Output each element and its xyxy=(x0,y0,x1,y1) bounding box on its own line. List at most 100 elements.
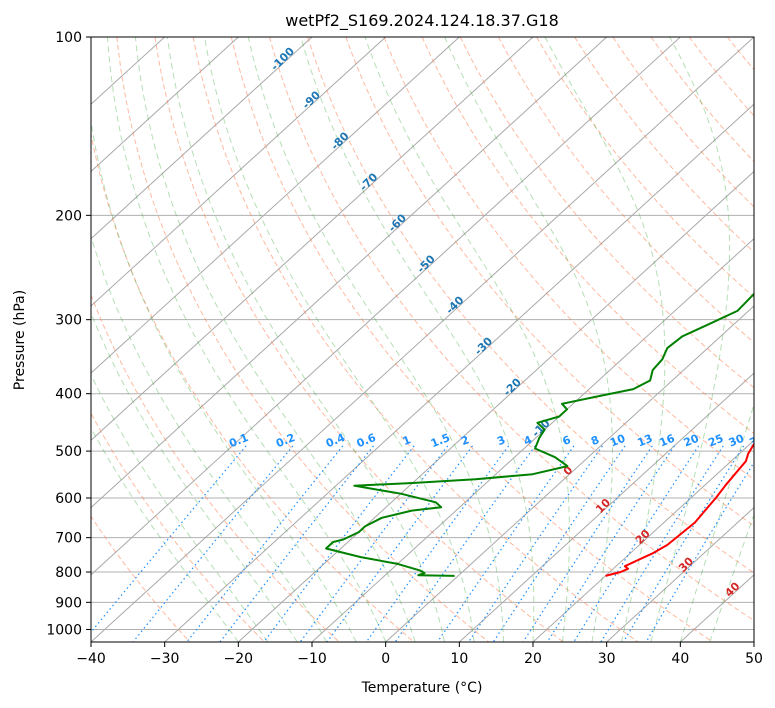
x-tick-label: −10 xyxy=(297,651,327,667)
isotherm-line xyxy=(91,37,313,240)
moist-adiabat-line xyxy=(91,234,328,642)
mixing-ratio-line xyxy=(522,445,653,642)
mixing-ratio-label: 25 xyxy=(706,432,725,450)
isotherm-line xyxy=(91,37,681,576)
mixing-ratio-line xyxy=(299,445,449,642)
isotherm-line xyxy=(164,103,754,642)
moist-adiabat-label: 20 xyxy=(633,527,653,547)
dry-adiabat-line xyxy=(91,131,415,642)
moist-adiabat-line xyxy=(204,37,475,642)
mixing-ratio-line xyxy=(186,445,344,642)
mixing-ratio-label: 16 xyxy=(658,432,677,450)
y-tick-label: 700 xyxy=(55,531,82,547)
x-tick-label: 10 xyxy=(450,651,468,667)
mixing-ratio-label: 13 xyxy=(635,432,654,450)
dry-adiabat-line xyxy=(307,37,754,574)
dry-adiabat-line xyxy=(91,515,191,642)
dry-adiabat-label: -60 xyxy=(386,211,409,234)
plot-frame xyxy=(90,36,755,643)
x-axis: −40 −30 −20 −10 0 10 20 30 40 50 xyxy=(76,642,763,667)
mixing-ratio-label: 6 xyxy=(561,433,573,448)
x-tick-label: −30 xyxy=(150,651,180,667)
mixing-ratio-line xyxy=(573,445,700,642)
mixing-ratio-line xyxy=(645,461,754,642)
moist-adiabat-line xyxy=(709,513,754,642)
moist-adiabat-line xyxy=(91,373,269,642)
dry-adiabat-line xyxy=(766,37,775,642)
moist-adiabat-line xyxy=(300,37,535,642)
isotherm-line xyxy=(91,37,239,173)
x-tick-label: 20 xyxy=(524,651,542,667)
mixing-ratio-label: 30 xyxy=(727,432,746,450)
x-tick-label: −40 xyxy=(76,651,106,667)
moist-adiabat-line xyxy=(364,37,570,642)
dewpoint-line xyxy=(325,292,754,577)
dry-adiabat-line xyxy=(91,293,340,642)
y-tick-label: 1000 xyxy=(46,622,82,638)
isotherm-line xyxy=(237,170,754,642)
plot-area: 0.1 0.2 0.4 0.6 1 1.5 2 3 4 6 8 10 13 16 20 25 30 36-100-… xyxy=(91,37,775,642)
mixing-ratio-label: 0.4 xyxy=(324,431,347,450)
x-axis-title: Temperature (°C) xyxy=(361,680,483,696)
mixing-ratio-label: 20 xyxy=(682,432,701,450)
dry-adiabat-line xyxy=(116,37,489,642)
isotherm-line xyxy=(458,372,754,642)
mixing-ratio-label: 10 xyxy=(608,432,627,450)
dry-adiabat-line xyxy=(574,37,754,253)
x-tick-label: 30 xyxy=(598,651,616,667)
y-tick-label: 400 xyxy=(55,387,82,403)
isotherm-line xyxy=(532,439,754,642)
moist-adiabat-line xyxy=(247,37,504,642)
mixing-ratio-line xyxy=(326,445,473,642)
dry-adiabat-label: -90 xyxy=(300,88,323,111)
dry-adiabat-line xyxy=(269,37,754,622)
dry-adiabat-label: -80 xyxy=(328,129,351,152)
isotherm-line xyxy=(91,37,387,307)
dry-adiabat-line xyxy=(91,412,265,642)
mixing-ratio-line xyxy=(600,445,724,642)
mixing-ratio-line xyxy=(132,445,294,642)
isotherm-line xyxy=(606,506,754,642)
mixing-ratio-line xyxy=(467,445,603,642)
mixing-ratio-label: 1 xyxy=(401,433,413,448)
dry-adiabat-label: -70 xyxy=(357,170,380,193)
dry-adiabat-label: -30 xyxy=(472,334,495,357)
x-tick-label: −20 xyxy=(224,651,254,667)
dry-adiabat-line xyxy=(383,37,754,481)
dry-adiabat-line xyxy=(345,37,754,527)
moist-adiabat-line xyxy=(166,37,446,642)
x-tick-label: 40 xyxy=(671,651,689,667)
isotherm-line xyxy=(385,305,754,642)
moist-adiabat-line xyxy=(544,37,666,642)
moist-adiabat-line xyxy=(91,311,298,642)
dry-adiabat-line xyxy=(497,37,754,344)
mixing-ratio-label: 2 xyxy=(459,433,471,448)
moist-adiabat-line xyxy=(444,37,613,642)
y-tick-label: 600 xyxy=(55,491,82,507)
mixing-ratio-label: 8 xyxy=(589,433,601,448)
dry-adiabat-label: -20 xyxy=(501,375,524,398)
moist-adiabat-line xyxy=(91,427,239,642)
y-tick-label: 800 xyxy=(55,565,82,581)
dry-adiabat-label: -50 xyxy=(415,252,438,275)
y-axis: 100 200 300 400 500 600 700 800 900 1000 xyxy=(46,30,91,638)
isotherm-line xyxy=(91,37,460,374)
y-axis-title: Pressure (hPa) xyxy=(12,290,28,390)
mixing-ratio-label: 1.5 xyxy=(429,431,452,450)
moist-adiabat-label: 40 xyxy=(722,579,742,599)
moist-adiabat-line xyxy=(679,402,754,642)
dry-adiabat-line xyxy=(688,37,754,117)
y-tick-label: 500 xyxy=(55,444,82,460)
mixing-ratio-line xyxy=(263,445,415,642)
dry-adiabat-line xyxy=(459,37,754,389)
moist-adiabat-line xyxy=(91,118,357,642)
mixing-ratio-line xyxy=(91,445,247,634)
dry-adiabat-line xyxy=(230,37,713,642)
isotherm-line xyxy=(91,37,534,442)
isotherm-line xyxy=(753,641,754,642)
moist-adiabat-line xyxy=(134,37,416,642)
moist-adiabat-line xyxy=(107,37,387,642)
chart-title: wetPf2_S169.2024.124.18.37.G18 xyxy=(285,11,559,31)
mixing-ratio-line xyxy=(219,445,374,642)
